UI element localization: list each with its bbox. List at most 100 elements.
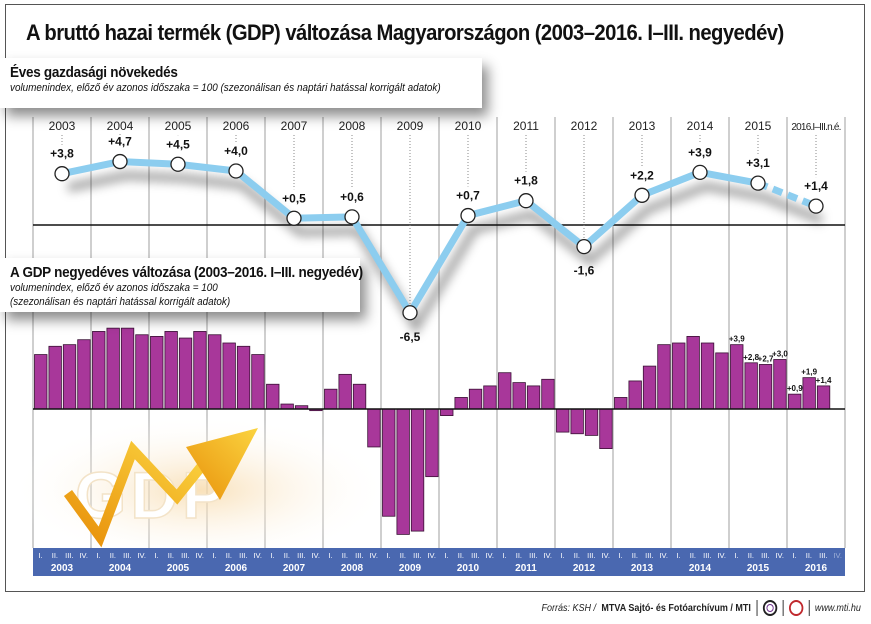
- year-label: 2006: [223, 119, 250, 133]
- bar-data-label: +1,9: [801, 368, 817, 377]
- quarter-label: I.: [618, 551, 622, 560]
- page-title: A bruttó hazai termék (GDP) változása Ma…: [26, 20, 784, 45]
- quarter-label: IV.: [311, 551, 319, 560]
- data-label: +0,5: [282, 191, 306, 205]
- data-label: +4,0: [224, 144, 248, 158]
- quarter-label: II.: [226, 551, 232, 560]
- quarter-label: III.: [761, 551, 769, 560]
- arrowhead-icon: [186, 428, 258, 500]
- source-bold: MTVA Sajtó- és Fotóarchívum / MTI: [601, 602, 752, 614]
- year-label: 2016.I–III.n.é.: [791, 122, 840, 133]
- data-label: +1,8: [514, 174, 538, 188]
- quarter-bar: [512, 382, 526, 410]
- annual-growth-title: Éves gazdasági növekedés: [10, 64, 178, 81]
- quarter-label: II.: [168, 551, 174, 560]
- year-label: 2015: [745, 119, 772, 133]
- quarter-label: I.: [328, 551, 332, 560]
- quarter-bar: [642, 365, 657, 410]
- quarter-label: III.: [819, 551, 827, 560]
- quarter-label: II.: [806, 551, 812, 560]
- quarter-label: III.: [471, 551, 479, 560]
- bar-data-label: +2,7: [758, 354, 774, 363]
- year-label: 2008: [339, 119, 366, 133]
- quarter-bar: [584, 408, 599, 436]
- quarter-label: III.: [529, 551, 537, 560]
- data-label: -1,6: [574, 264, 595, 278]
- quarter-bar: [802, 377, 816, 410]
- quarter-label: II.: [342, 551, 348, 560]
- quarter-label: III.: [703, 551, 711, 560]
- data-point: [344, 209, 360, 225]
- quarter-label: I.: [270, 551, 274, 560]
- quarterly-change-title: A GDP negyedéves változása (2003–2016. I…: [10, 264, 363, 281]
- quarter-label: II.: [690, 551, 696, 560]
- year-label: 2011: [513, 119, 539, 133]
- quarter-bar: [251, 354, 265, 410]
- website-link[interactable]: www.mti.hu: [814, 602, 861, 614]
- quarter-bar: [816, 385, 831, 410]
- quarter-bar: [773, 359, 787, 410]
- mtva-logo-icon: [762, 600, 778, 616]
- year-axis-label: 2012: [573, 563, 596, 574]
- data-point: [112, 153, 128, 170]
- annual-growth-line-estimate: [756, 179, 818, 210]
- data-point: [634, 187, 650, 203]
- quarter-label: II.: [284, 551, 290, 560]
- year-axis-label: 2005: [167, 563, 190, 574]
- quarter-bar: [744, 362, 758, 410]
- quarter-bar: [657, 344, 671, 410]
- quarter-bar: [236, 345, 251, 410]
- quarter-label: IV.: [137, 551, 145, 560]
- quarter-label: III.: [65, 551, 73, 560]
- quarter-bar: [498, 372, 512, 410]
- quarter-label: IV.: [369, 551, 377, 560]
- arrow-icon: [63, 440, 209, 548]
- year-label: 2005: [165, 119, 192, 133]
- divider: [808, 600, 810, 616]
- quarterly-change-subtitle-1: volumenindex, előző év azonos időszaka =…: [10, 282, 218, 294]
- quarter-bar: [352, 383, 367, 410]
- quarter-label: IV.: [195, 551, 203, 560]
- quarter-bar: [92, 331, 106, 410]
- quarter-bar: [367, 408, 381, 448]
- quarter-bar: [208, 334, 222, 410]
- data-point: [286, 210, 302, 226]
- data-point: [228, 163, 244, 179]
- quarter-bar: [715, 352, 729, 410]
- quarter-bar: [440, 408, 454, 416]
- quarterly-change-box: A GDP negyedéves változása (2003–2016. I…: [0, 258, 363, 312]
- data-point: [460, 207, 476, 224]
- quarterly-change-subtitle-2: (szezonálisan és naptári hatással korrig…: [10, 296, 231, 308]
- quarter-label: IV.: [253, 551, 261, 560]
- data-point: [402, 305, 418, 321]
- bar-data-label: +3,0: [772, 350, 788, 359]
- quarter-label: III.: [355, 551, 363, 560]
- quarter-bar: [526, 385, 541, 410]
- data-point: [808, 198, 824, 214]
- quarter-bar: [468, 388, 483, 410]
- year-label: 2009: [397, 119, 424, 133]
- quarter-label: I.: [444, 551, 448, 560]
- quarter-bar: [193, 331, 207, 410]
- year-axis-label: 2013: [631, 563, 654, 574]
- quarter-bar: [150, 335, 164, 410]
- quarter-label: III.: [297, 551, 305, 560]
- quarter-bar: [34, 354, 48, 410]
- data-label: +0,7: [456, 189, 480, 203]
- quarter-label: IV.: [775, 551, 783, 560]
- quarter-label: I.: [792, 551, 796, 560]
- quarter-label: IV.: [543, 551, 551, 560]
- quarter-label: I.: [386, 551, 390, 560]
- quarter-label: I.: [154, 551, 158, 560]
- year-label: 2010: [455, 119, 482, 133]
- quarter-label: I.: [502, 551, 506, 560]
- data-point: [576, 238, 592, 255]
- quarter-bar: [570, 408, 584, 435]
- quarter-bar: [338, 373, 352, 410]
- year-axis-label: 2007: [283, 563, 306, 574]
- line-shadow: [67, 171, 824, 336]
- year-axis-label: 2006: [225, 563, 248, 574]
- quarter-label: I.: [560, 551, 564, 560]
- quarter-bar: [396, 408, 410, 535]
